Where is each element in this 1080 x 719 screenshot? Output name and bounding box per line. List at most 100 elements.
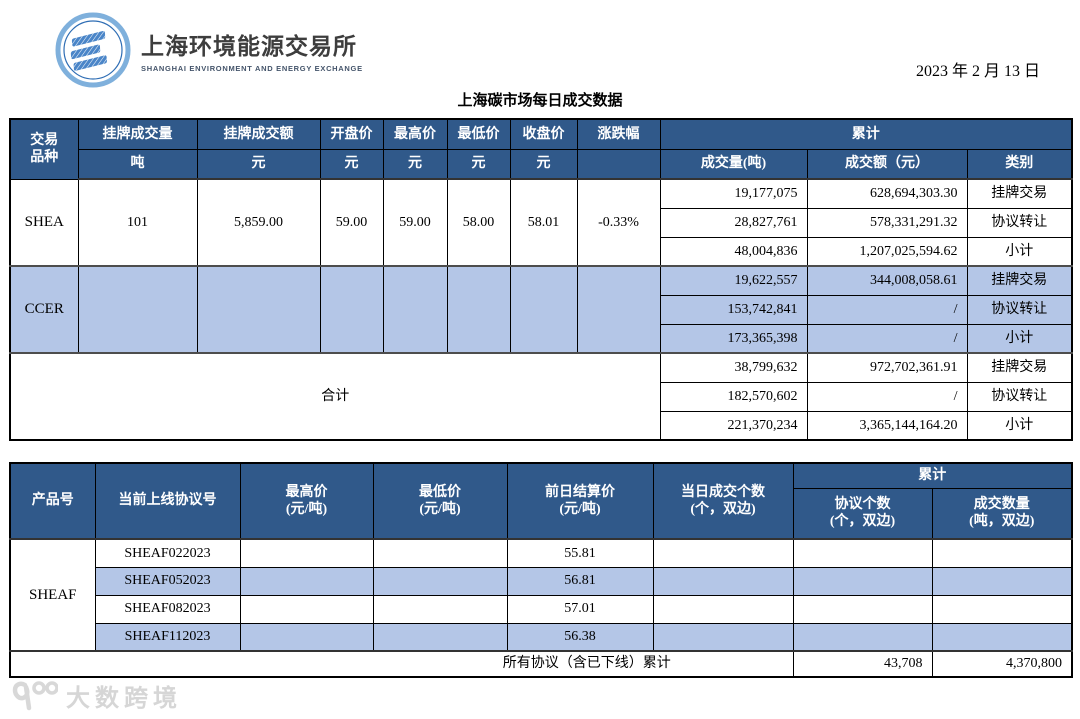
category: 小计 — [966, 323, 1073, 354]
col-header-today-count-unit: (个，双边) — [690, 502, 756, 517]
shea-listed-volume: 101 — [77, 178, 198, 267]
empty-cell — [446, 265, 511, 354]
cum-volume: 38,799,632 — [659, 352, 808, 383]
page-title: 上海碳市场每日成交数据 — [457, 93, 623, 109]
unit-yuan-low: 元 — [446, 148, 511, 180]
col-header-protocol: 当前上线协议号 — [94, 462, 241, 540]
col-header-listed-volume: 挂牌成交量 — [77, 118, 198, 150]
empty-cell — [931, 622, 1073, 652]
table-row: SHEAF112023 56.38 — [10, 622, 1073, 652]
empty-cell — [931, 538, 1073, 568]
exchange-name-en: SHANGHAI ENVIRONMENT AND ENERGY EXCHANGE — [141, 64, 363, 73]
shea-high: 59.00 — [382, 178, 448, 267]
sheaf-protocol-table: 产品号 当前上线协议号 最高价 (元/吨) 最低价 (元/吨) 前日结算价 (元… — [9, 462, 1073, 678]
table-header-row: 产品号 当前上线协议号 最高价 (元/吨) 最低价 (元/吨) 前日结算价 (元… — [9, 462, 1073, 540]
cum-volume: 182,570,602 — [659, 381, 808, 412]
category: 小计 — [966, 236, 1073, 267]
shea-close: 58.01 — [509, 178, 578, 267]
col-header-high-unit: (元/吨) — [285, 502, 328, 517]
cum-volume: 19,622,557 — [659, 265, 808, 296]
cum-amount: 3,365,144,164.20 — [806, 410, 968, 441]
variety-shea: SHEA — [9, 178, 79, 267]
category: 挂牌交易 — [966, 178, 1073, 209]
col-header-high: 最高价 — [382, 118, 448, 150]
table-row: SHEAF052023 56.81 — [10, 566, 1073, 596]
table-header-unit-row: 吨 元 元 元 元 元 成交量(吨) 成交额（元） 类别 — [10, 148, 1073, 180]
col-header-listed-amount: 挂牌成交额 — [196, 118, 321, 150]
table-row: CCER 19,622,557 344,008,058.61 挂牌交易 — [9, 265, 1073, 354]
all-protocols-total-label: 所有协议（含已下线）累计 — [9, 650, 794, 678]
cum-amount: 344,008,058.61 — [806, 265, 968, 296]
col-header-cum-amount: 成交额（元） — [806, 148, 968, 180]
empty-cell — [372, 566, 508, 596]
cum-amount: 578,331,291.32 — [806, 207, 968, 238]
empty-cell — [196, 265, 321, 354]
empty-header-cell — [576, 148, 661, 180]
empty-cell — [382, 265, 448, 354]
col-header-low: 最低价 (元/吨) — [372, 462, 508, 540]
empty-cell — [319, 265, 384, 354]
protocol-code: SHEAF052023 — [94, 566, 241, 596]
col-header-trade-qty-unit: (吨，双边) — [969, 514, 1035, 530]
empty-cell — [509, 265, 578, 354]
table-row: SHEAF SHEAF022023 55.81 — [9, 538, 1073, 652]
variety-ccer: CCER — [9, 265, 79, 354]
cum-amount: / — [806, 323, 968, 354]
col-header-today-count: 当日成交个数 (个，双边) — [652, 462, 794, 540]
col-header-category: 类别 — [966, 148, 1073, 180]
table-row: 153,742,841 / 协议转让 — [10, 294, 1073, 325]
table-header-sub-row: 协议个数 (个，双边) 成交数量 (吨，双边) — [10, 487, 1073, 540]
col-header-prev-settle-unit: (元/吨) — [559, 502, 601, 517]
empty-cell — [372, 538, 508, 568]
exchange-name-cn: 上海环境能源交易所 — [141, 33, 357, 59]
empty-cell — [792, 566, 933, 596]
prev-settle-value: 57.01 — [506, 594, 654, 624]
col-header-product: 产品号 — [9, 462, 96, 540]
cum-volume: 19,177,075 — [659, 178, 808, 209]
cum-volume: 221,370,234 — [659, 410, 808, 441]
col-header-low-unit: (元/吨) — [419, 502, 461, 517]
empty-cell — [652, 566, 794, 596]
empty-cell — [372, 594, 508, 624]
shea-change: -0.33% — [576, 178, 661, 267]
col-header-protocol-count: 协议个数 (个，双边) — [792, 487, 933, 540]
col-header-trade-qty-line1: 成交数量 — [973, 496, 1030, 512]
col-header-today-count-line1: 当日成交个数 — [681, 484, 765, 500]
empty-cell — [652, 622, 794, 652]
prev-settle-value: 56.81 — [506, 566, 654, 596]
col-header-cum-volume: 成交量(吨) — [659, 148, 808, 180]
unit-yuan-amount: 元 — [196, 148, 321, 180]
empty-cell — [931, 594, 1073, 624]
col-header-variety-line2: 品种 — [30, 150, 59, 166]
category: 协议转让 — [966, 207, 1073, 238]
exchange-logo: 上海环境能源交易所 SHANGHAI ENVIRONMENT AND ENERG… — [55, 12, 363, 88]
watermark-logo-icon — [12, 680, 58, 710]
daily-market-table: 交易 品种 挂牌成交量 挂牌成交额 开盘价 最高价 最低价 收盘价 涨跌幅 累计… — [9, 118, 1074, 441]
category: 协议转让 — [966, 294, 1073, 325]
empty-cell — [372, 622, 508, 652]
col-header-high: 最高价 (元/吨) — [239, 462, 374, 540]
unit-yuan-close: 元 — [509, 148, 578, 180]
empty-cell — [792, 594, 933, 624]
cum-volume: 153,742,841 — [659, 294, 808, 325]
empty-cell — [576, 265, 661, 354]
empty-cell — [239, 622, 374, 652]
cum-amount: 1,207,025,594.62 — [806, 236, 968, 267]
table-header-row: 交易 品种 挂牌成交量 挂牌成交额 开盘价 最高价 最低价 收盘价 涨跌幅 累计 — [9, 118, 1073, 180]
unit-yuan-high: 元 — [382, 148, 448, 180]
cum-volume: 28,827,761 — [659, 207, 808, 238]
empty-cell — [239, 594, 374, 624]
watermark: 大数跨境 — [12, 678, 182, 713]
col-header-high-line1: 最高价 — [285, 484, 328, 500]
total-trade-qty: 4,370,800 — [931, 650, 1073, 678]
category: 挂牌交易 — [966, 352, 1073, 383]
cum-volume: 173,365,398 — [659, 323, 808, 354]
empty-cell — [792, 538, 933, 568]
table-row: SHEAF082023 57.01 — [10, 594, 1073, 624]
col-header-prev-settle-line1: 前日结算价 — [545, 484, 615, 500]
col-header-close: 收盘价 — [509, 118, 578, 150]
total-label: 合计 — [9, 352, 661, 441]
category: 小计 — [966, 410, 1073, 441]
protocol-code: SHEAF112023 — [94, 622, 241, 652]
